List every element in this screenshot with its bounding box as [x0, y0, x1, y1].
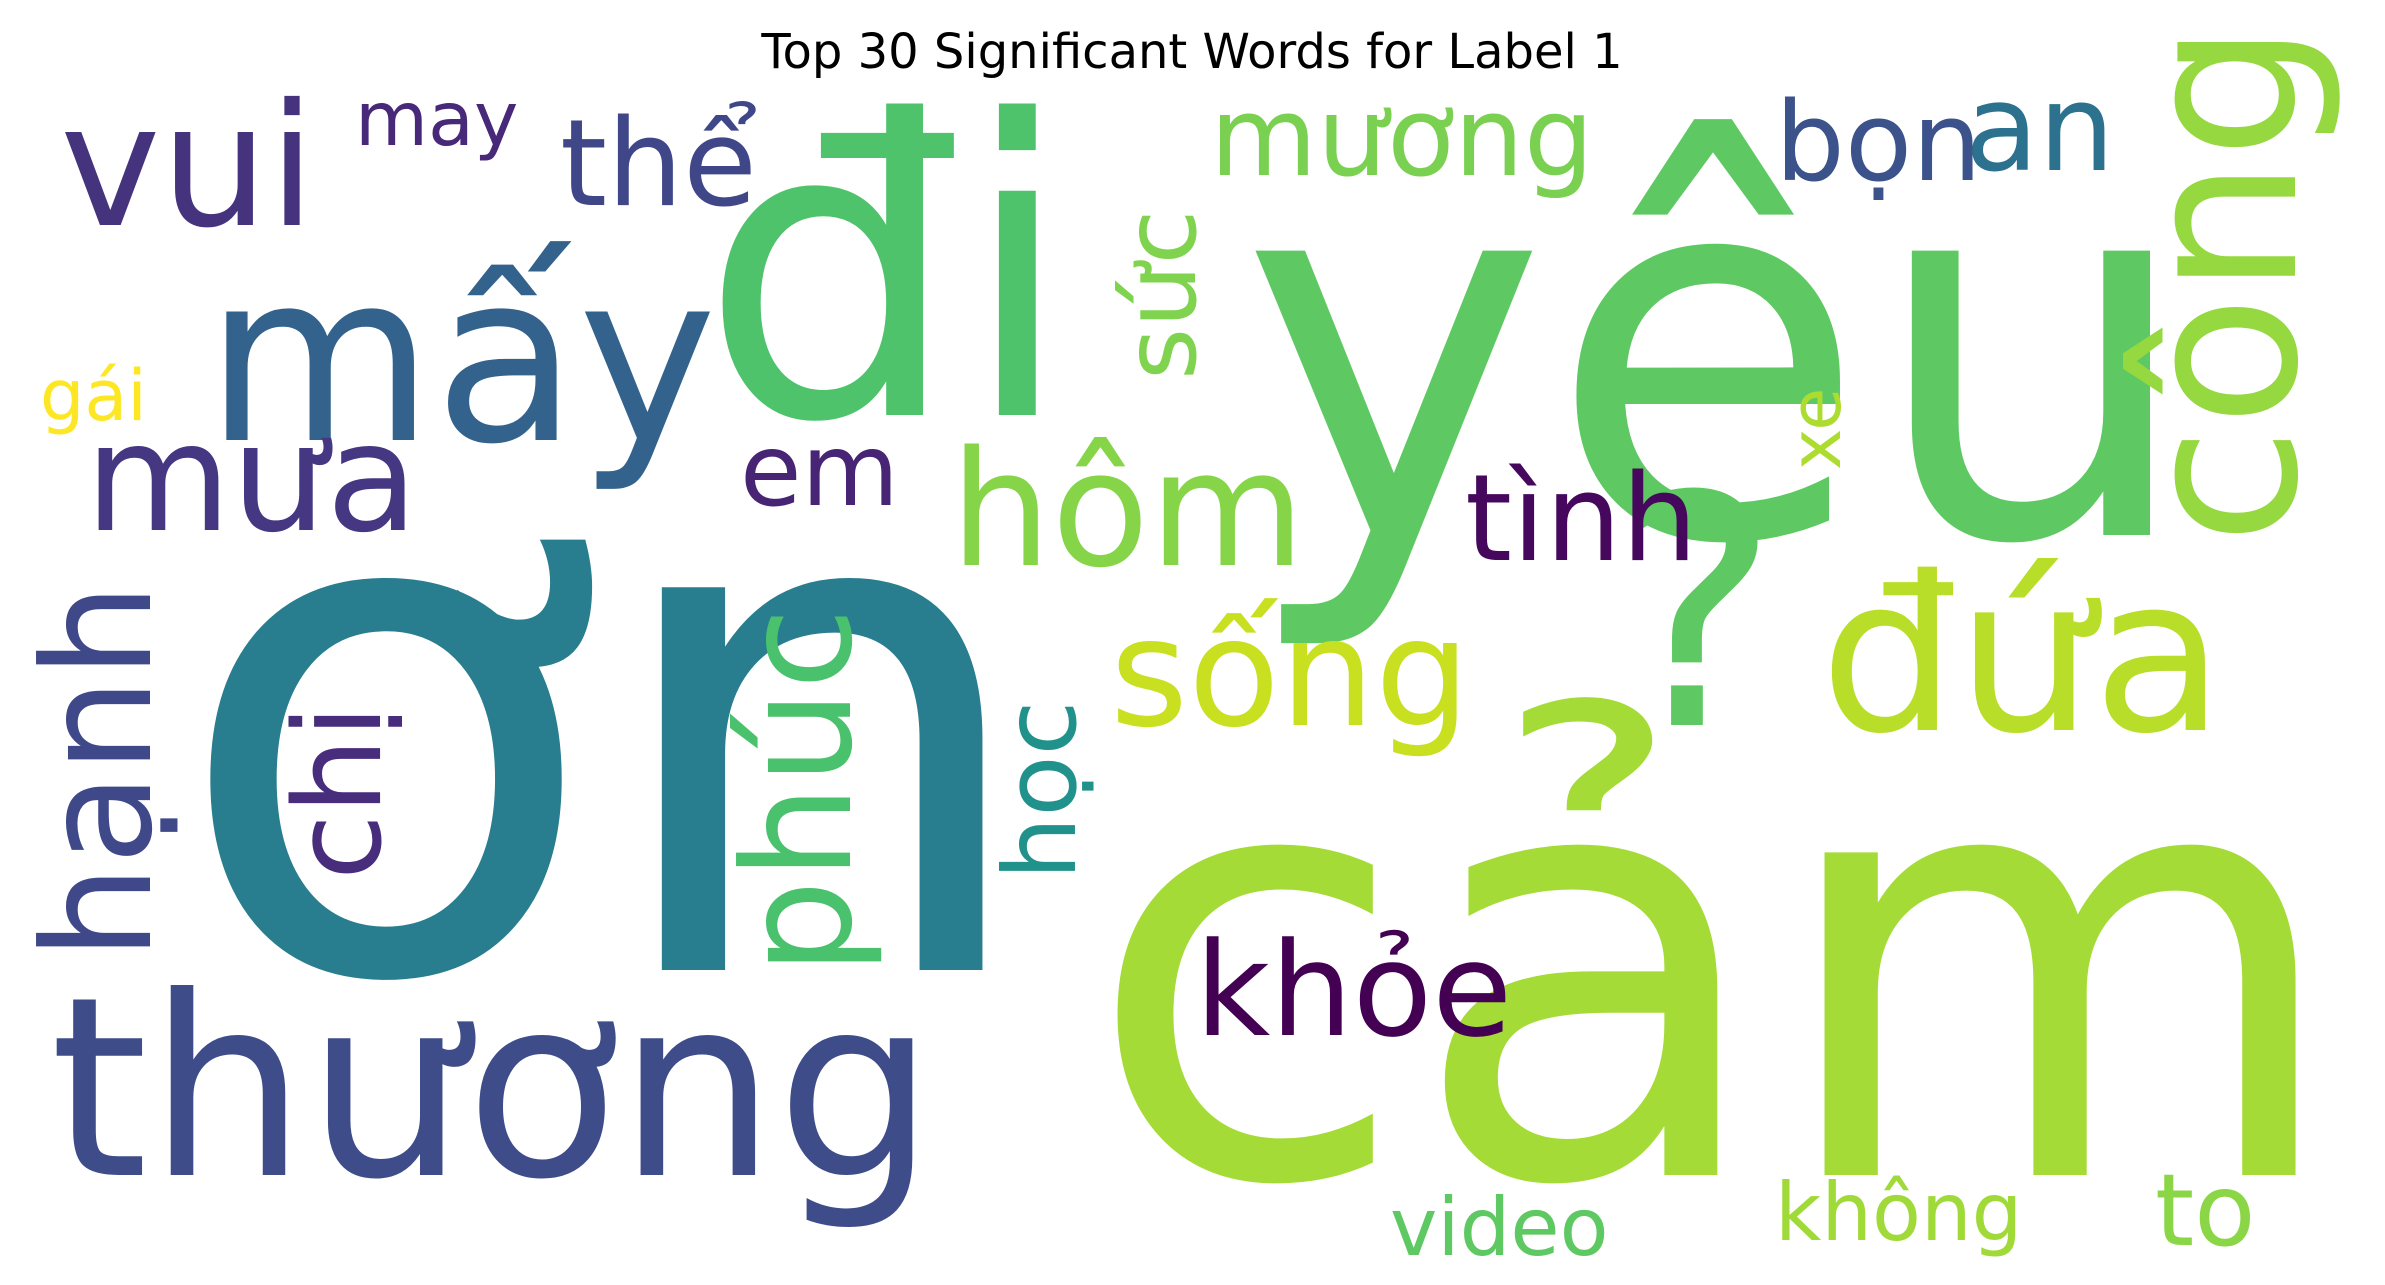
word-9: hôm	[950, 416, 1305, 603]
word-23: an	[1965, 60, 2115, 199]
word-5: thương	[50, 943, 935, 1234]
word-22: bọn	[1775, 78, 1982, 206]
word-25: học	[982, 700, 1099, 880]
word-20: mương	[1210, 73, 1594, 201]
word-15: phúc	[712, 607, 886, 975]
word-18: tình	[1465, 450, 1698, 589]
word-2: cảm	[1085, 628, 2346, 1285]
word-13: sống	[1110, 587, 1470, 761]
word-31: gái	[40, 355, 147, 437]
word-6: mấy	[205, 223, 717, 496]
chart-title: Top 30 Significant Words for Label 1	[760, 24, 1622, 80]
word-7: vui	[60, 68, 316, 266]
word-28: không	[1775, 1166, 2022, 1259]
word-4: đi	[700, 34, 1074, 512]
word-10: công	[2095, 23, 2346, 546]
word-27: video	[1390, 1181, 1609, 1274]
word-8: đứa	[1820, 530, 2225, 781]
word-26: to	[2155, 1152, 2255, 1269]
word-11: ?	[1610, 429, 1780, 801]
word-24: em	[740, 412, 899, 529]
word-29: may	[355, 75, 518, 163]
word-21: sức	[1102, 210, 1219, 380]
word-1: ơn	[170, 321, 1042, 1136]
word-3: yêu	[1240, 52, 2197, 658]
word-17: khỏe	[1195, 914, 1512, 1066]
word-19: thể	[560, 95, 757, 234]
word-12: mưa	[85, 392, 418, 566]
word-30: xe	[1775, 388, 1857, 470]
word-16: chị	[270, 705, 409, 880]
word-14: hạnh	[12, 583, 186, 960]
